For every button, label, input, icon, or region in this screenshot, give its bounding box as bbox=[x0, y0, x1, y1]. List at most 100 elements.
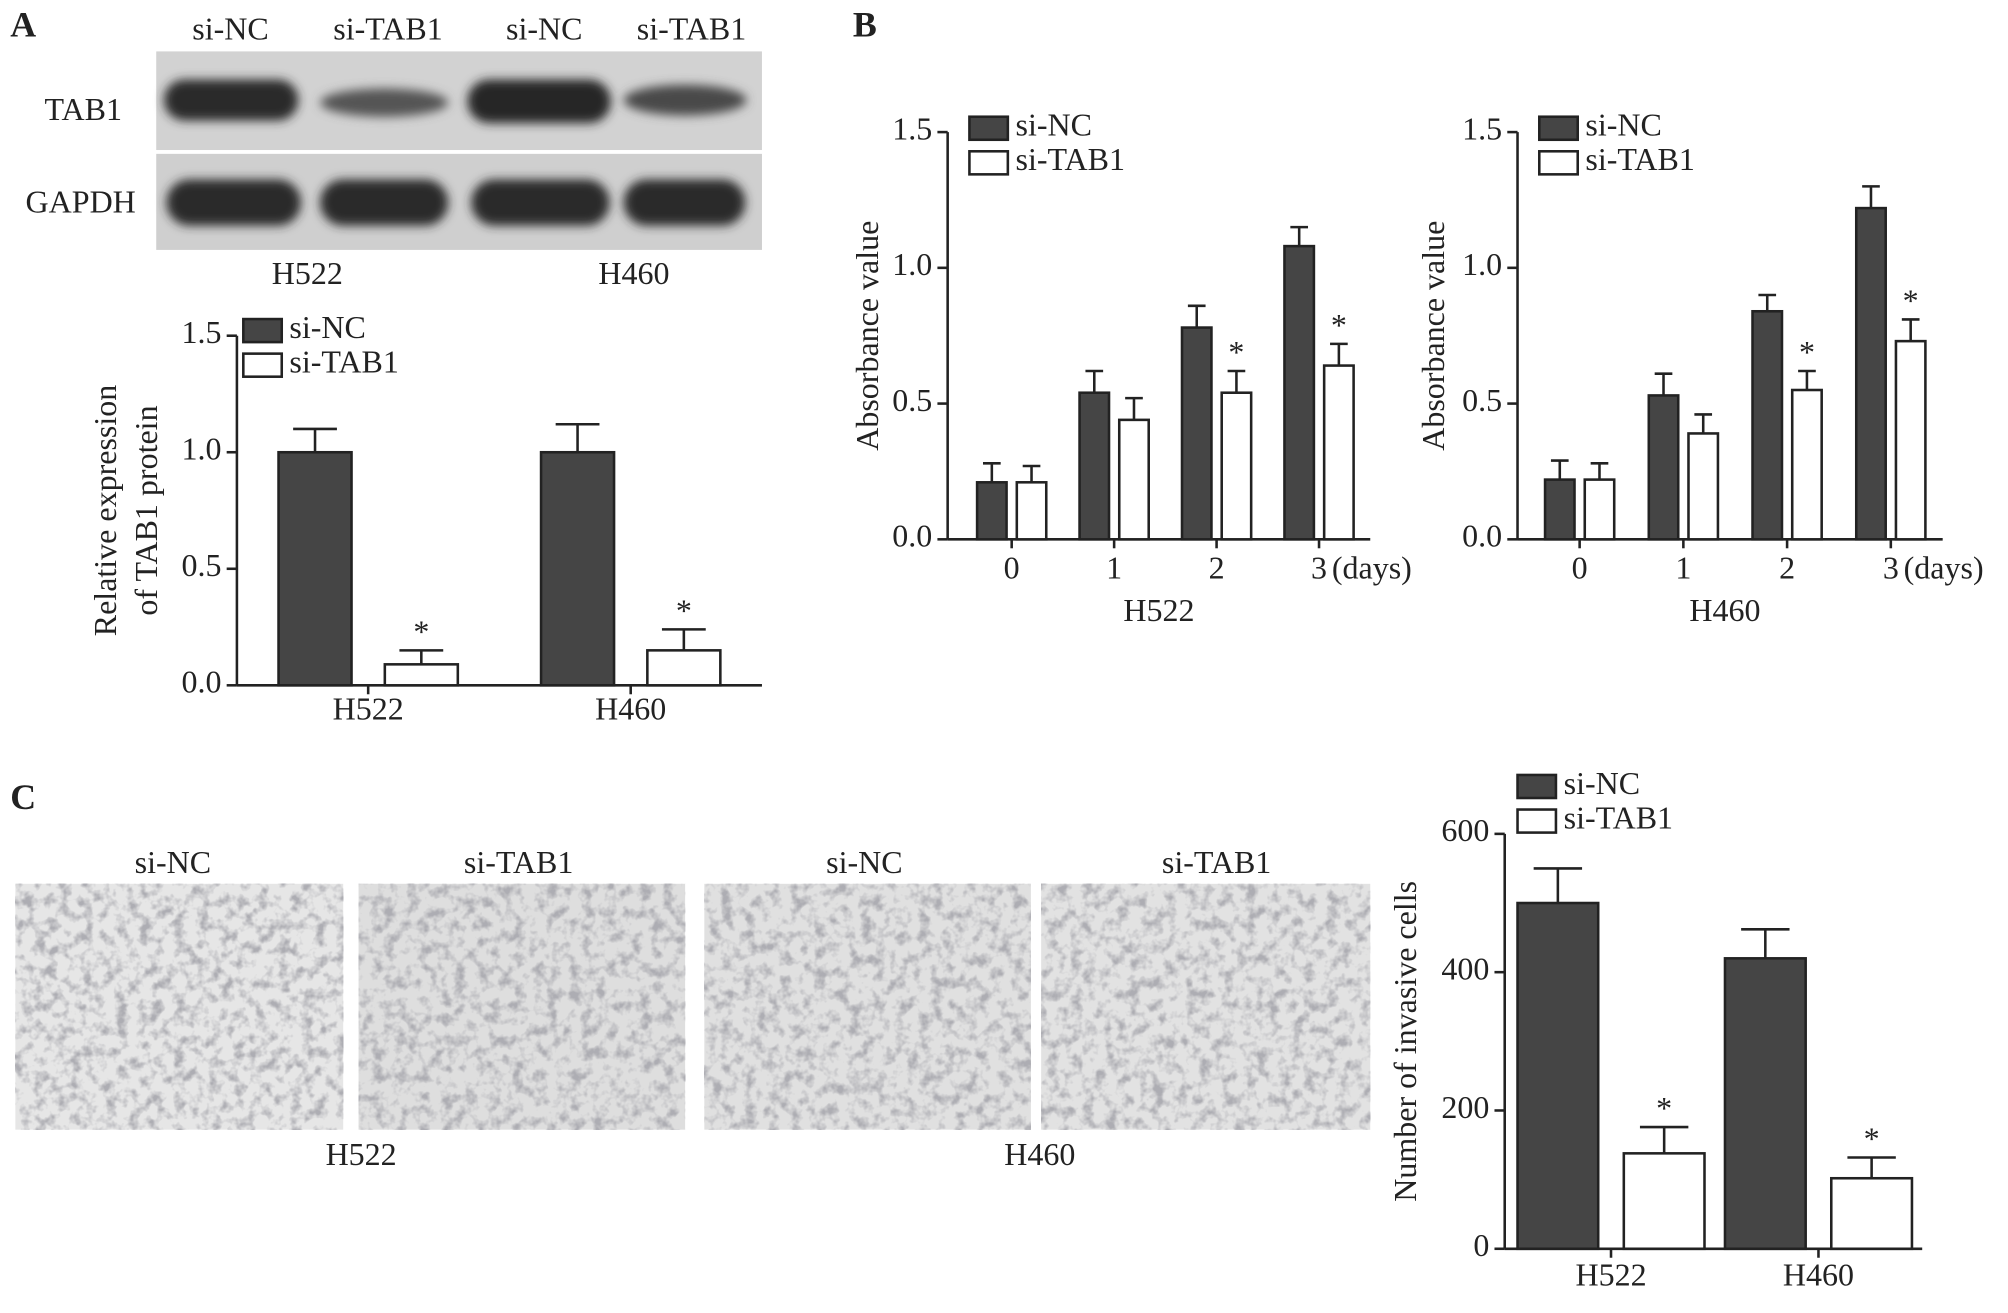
micrograph-label: si-NC bbox=[826, 844, 902, 880]
blot: si-NC si-TAB1 si-NC si-TAB1 TAB1 GAPDH H… bbox=[26, 11, 762, 291]
bar bbox=[1543, 478, 1576, 541]
legend-swatch bbox=[1516, 773, 1558, 800]
x-tick-label: 1 bbox=[1675, 550, 1691, 586]
significance-marker: * bbox=[1903, 282, 1919, 318]
bar bbox=[1687, 432, 1720, 541]
y-tick-label: 1.0 bbox=[892, 246, 932, 282]
y-tick-label: 1.5 bbox=[892, 110, 932, 146]
legend-label: si-TAB1 bbox=[1585, 141, 1694, 177]
legend-label: si-NC bbox=[1585, 107, 1661, 143]
y-tick-label: 0.0 bbox=[182, 664, 222, 700]
micrograph-cells bbox=[704, 883, 1031, 1130]
bar bbox=[1180, 326, 1213, 541]
y-tick-label: 400 bbox=[1441, 951, 1489, 987]
significance-marker: * bbox=[1864, 1120, 1880, 1156]
micrograph-label: si-NC bbox=[135, 844, 211, 880]
bar bbox=[383, 663, 460, 687]
legend-label: si-TAB1 bbox=[289, 344, 398, 380]
micrograph-cells bbox=[358, 883, 686, 1130]
y-tick-label: 0 bbox=[1473, 1227, 1489, 1263]
x-tick-label: 3 bbox=[1883, 550, 1899, 586]
cell-line-label: H522 bbox=[272, 255, 343, 291]
x-tick-label: 0 bbox=[1004, 550, 1020, 586]
micrographs: si-NC si-TAB1 si-NC si-TAB1 H522 H460 bbox=[15, 844, 1371, 1172]
bar bbox=[1117, 418, 1150, 541]
y-tick-label: 600 bbox=[1441, 812, 1489, 848]
micrograph-label: si-TAB1 bbox=[464, 844, 573, 880]
y-axis-label: Number of invasive cells bbox=[1387, 881, 1423, 1202]
y-axis-label: Absorbance value bbox=[1415, 221, 1451, 451]
bar bbox=[1829, 1176, 1914, 1251]
y-tick-label: 1.0 bbox=[1462, 246, 1502, 282]
y-tick-label: 0.0 bbox=[892, 518, 932, 554]
significance-marker: * bbox=[1331, 307, 1347, 343]
significance-marker: * bbox=[1799, 334, 1815, 370]
bar bbox=[1894, 339, 1927, 541]
bar bbox=[1790, 388, 1823, 541]
x-unit-label: (days) bbox=[1904, 550, 1984, 586]
micrograph-label: si-TAB1 bbox=[1162, 844, 1271, 880]
bar bbox=[1078, 391, 1111, 541]
x-tick-label: H522 bbox=[1575, 1257, 1646, 1293]
row-label: GAPDH bbox=[26, 183, 136, 219]
x-tick-label: 0 bbox=[1572, 550, 1588, 586]
bar bbox=[1622, 1152, 1706, 1251]
cell-line-label: H460 bbox=[598, 255, 669, 291]
legend-swatch bbox=[1516, 808, 1558, 834]
y-tick-label: 1.5 bbox=[1462, 110, 1502, 146]
bar bbox=[1220, 391, 1253, 541]
x-axis-label: H522 bbox=[1123, 592, 1194, 628]
y-axis-label: Relative expression bbox=[87, 385, 123, 636]
bar bbox=[1751, 309, 1784, 541]
lane-label: si-NC bbox=[192, 11, 268, 47]
lane-label: si-NC bbox=[506, 11, 582, 47]
y-tick-label: 200 bbox=[1441, 1089, 1489, 1125]
significance-marker: * bbox=[413, 613, 429, 649]
x-tick-label: 2 bbox=[1209, 550, 1225, 586]
legend-swatch bbox=[1538, 115, 1579, 142]
legend-swatch bbox=[242, 317, 284, 344]
bar bbox=[975, 481, 1008, 541]
y-tick-label: 0.0 bbox=[1462, 518, 1502, 554]
legend-swatch bbox=[968, 150, 1010, 176]
y-axis-label: Absorbance value bbox=[849, 221, 885, 451]
y-tick-label: 1.0 bbox=[182, 431, 222, 467]
x-axis-label: H460 bbox=[1689, 592, 1760, 628]
micrograph-cells bbox=[1041, 883, 1371, 1130]
legend-label: si-TAB1 bbox=[1016, 141, 1125, 177]
bar bbox=[539, 450, 616, 687]
y-tick-label: 0.5 bbox=[1462, 382, 1502, 418]
significance-marker: * bbox=[1228, 334, 1244, 370]
panel-letter: A bbox=[10, 5, 36, 45]
bar bbox=[646, 649, 722, 687]
bar bbox=[1854, 206, 1887, 541]
bar bbox=[1647, 394, 1680, 541]
legend-swatch bbox=[968, 115, 1010, 142]
x-tick-label: H460 bbox=[595, 691, 666, 727]
lane-label: si-TAB1 bbox=[333, 11, 442, 47]
cell-line-label: H460 bbox=[1004, 1136, 1075, 1172]
y-axis-label: of TAB1 protein bbox=[128, 405, 164, 615]
x-unit-label: (days) bbox=[1332, 550, 1412, 586]
y-tick-label: 0.5 bbox=[892, 382, 932, 418]
legend-label: si-TAB1 bbox=[1564, 799, 1673, 835]
panel-letter: B bbox=[853, 5, 877, 45]
row-label: TAB1 bbox=[45, 91, 122, 127]
bar bbox=[1015, 481, 1048, 541]
significance-marker: * bbox=[1656, 1090, 1672, 1126]
bar bbox=[1322, 364, 1355, 541]
legend-label: si-NC bbox=[289, 309, 365, 345]
legend-label: si-NC bbox=[1016, 107, 1092, 143]
legend-swatch bbox=[1538, 150, 1579, 176]
legend-swatch bbox=[242, 352, 284, 378]
legend-label: si-NC bbox=[1564, 765, 1640, 801]
bar bbox=[1516, 901, 1600, 1251]
x-tick-label: 2 bbox=[1779, 550, 1795, 586]
x-tick-label: 1 bbox=[1106, 550, 1122, 586]
bar bbox=[1723, 957, 1807, 1251]
bar bbox=[277, 450, 353, 687]
bar bbox=[1283, 244, 1316, 541]
y-tick-label: 0.5 bbox=[182, 547, 222, 583]
significance-marker: * bbox=[676, 592, 692, 628]
